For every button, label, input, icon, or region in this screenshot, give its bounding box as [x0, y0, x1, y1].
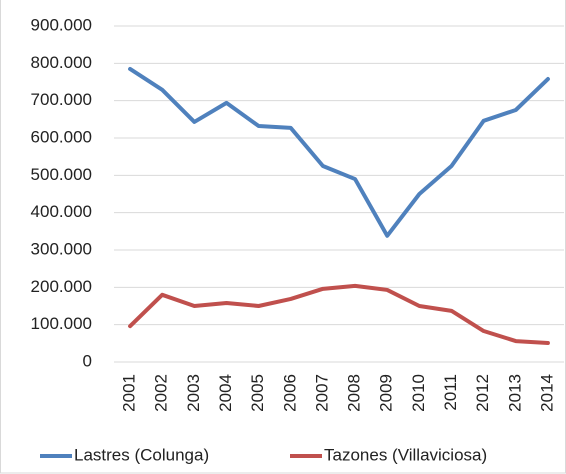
y-tick-label: 900.000 [31, 15, 92, 34]
x-tick-label: 2001 [120, 374, 139, 412]
x-tick-label: 2014 [537, 374, 556, 412]
x-tick-label: 2011 [441, 374, 460, 411]
x-tick-label: 2013 [505, 374, 524, 412]
y-tick-label: 0 [83, 351, 92, 370]
y-tick-label: 800.000 [31, 53, 92, 72]
y-tick-label: 400.000 [31, 202, 92, 221]
x-tick-label: 2009 [377, 374, 396, 412]
y-tick-label: 600.000 [31, 127, 92, 146]
y-tick-label: 700.000 [31, 90, 92, 109]
x-tick-label: 2005 [248, 374, 267, 412]
y-tick-label: 300.000 [31, 239, 92, 258]
x-tick-label: 2002 [152, 374, 171, 412]
legend-label: Tazones (Villaviciosa) [324, 445, 487, 464]
y-tick-label: 100.000 [31, 314, 92, 333]
legend-label: Lastres (Colunga) [74, 445, 209, 464]
x-tick-label: 2012 [473, 374, 492, 412]
x-tick-label: 2007 [312, 374, 331, 412]
x-tick-label: 2008 [345, 374, 364, 412]
series-line [128, 66, 550, 238]
x-tick-label: 2004 [216, 374, 235, 412]
series-line [128, 283, 550, 345]
x-tick-label: 2003 [184, 374, 203, 412]
y-tick-label: 500.000 [31, 165, 92, 184]
x-tick-label: 2010 [409, 374, 428, 412]
y-tick-label: 200.000 [31, 277, 92, 296]
x-tick-label: 2006 [280, 374, 299, 412]
